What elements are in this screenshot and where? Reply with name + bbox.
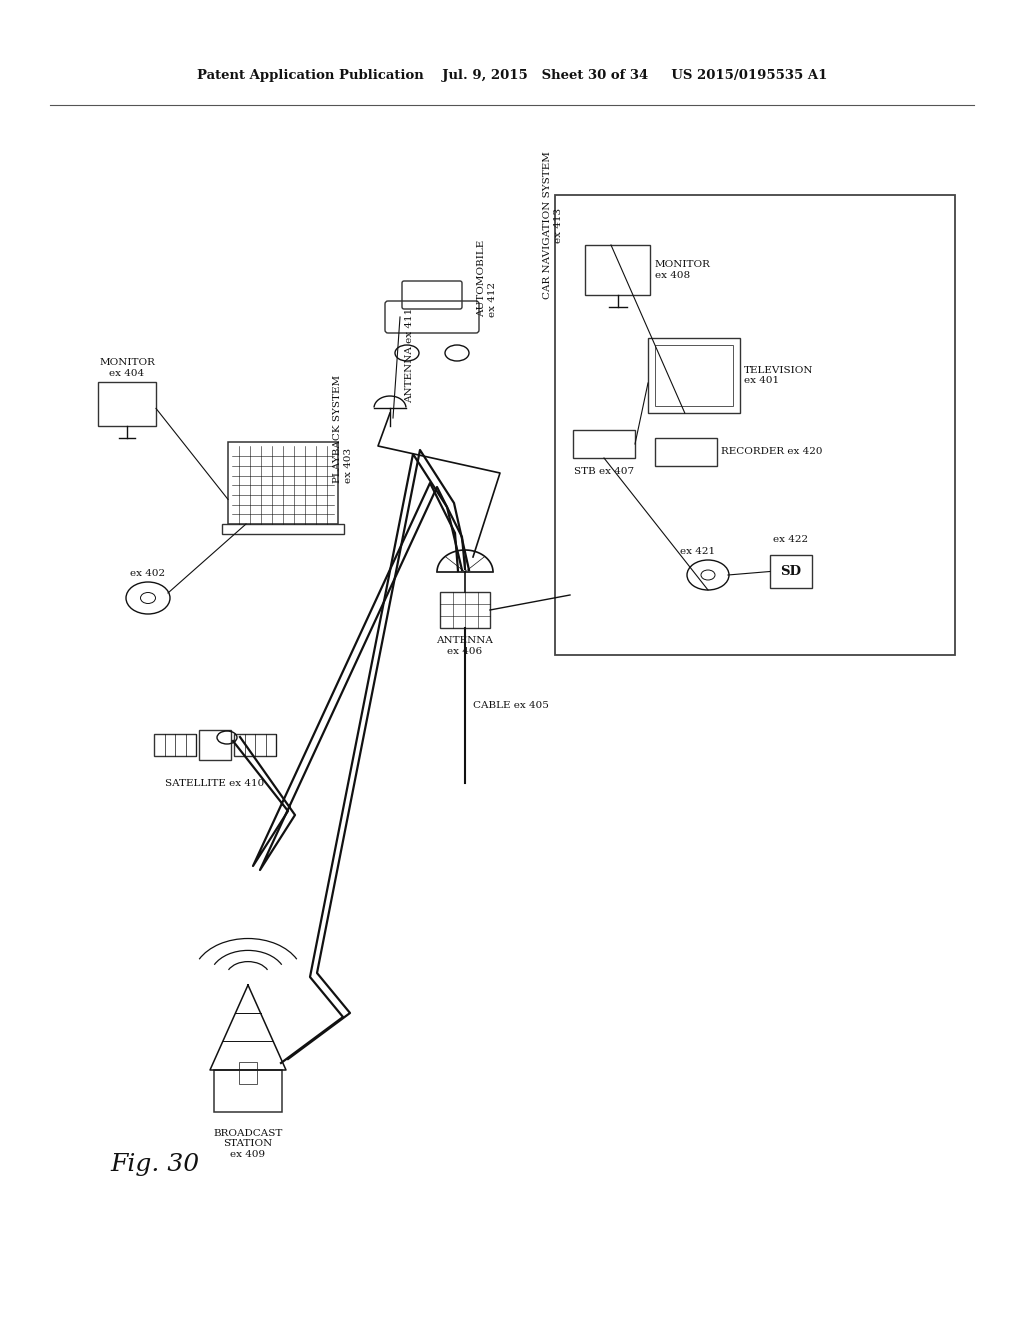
Bar [555,195,955,655]
Bar [648,338,740,413]
Bar [199,730,231,760]
Text: TELEVISION
ex 401: TELEVISION ex 401 [744,366,813,385]
Text: MONITOR
ex 408: MONITOR ex 408 [655,260,711,280]
Text: MONITOR
ex 404: MONITOR ex 404 [99,358,155,378]
Text: SD: SD [780,565,802,578]
Text: ex 422: ex 422 [773,536,809,544]
Bar [585,246,650,294]
Text: ANTENNA
ex 406: ANTENNA ex 406 [436,636,494,656]
Bar [214,1071,282,1111]
Bar [222,524,344,535]
Text: STB ex 407: STB ex 407 [573,467,634,477]
Bar [239,1063,257,1084]
Text: Patent Application Publication    Jul. 9, 2015   Sheet 30 of 34     US 2015/0195: Patent Application Publication Jul. 9, 2… [197,69,827,82]
Text: CABLE ex 405: CABLE ex 405 [473,701,549,710]
Text: RECORDER ex 420: RECORDER ex 420 [721,447,822,457]
Bar [228,442,338,524]
Bar [770,554,812,587]
Text: PLAYBACK SYSTEM
ex 403: PLAYBACK SYSTEM ex 403 [333,375,352,483]
Bar [154,734,196,756]
Text: ANTENNA ex 411: ANTENNA ex 411 [406,308,415,403]
Bar [234,734,276,756]
Text: ex 402: ex 402 [130,569,166,578]
Bar [573,430,635,458]
Bar [98,381,156,426]
Text: CAR NAVIGATION SYSTEM
ex 413: CAR NAVIGATION SYSTEM ex 413 [544,150,563,298]
Text: Fig. 30: Fig. 30 [110,1154,199,1176]
Bar [655,438,717,466]
Text: AUTOMOBILE
ex 412: AUTOMOBILE ex 412 [477,240,497,317]
Text: ex 421: ex 421 [680,546,716,556]
Bar [655,345,733,407]
Bar [440,591,490,628]
Text: BROADCAST
STATION
ex 409: BROADCAST STATION ex 409 [213,1129,283,1159]
Text: SATELLITE ex 410: SATELLITE ex 410 [165,780,264,788]
